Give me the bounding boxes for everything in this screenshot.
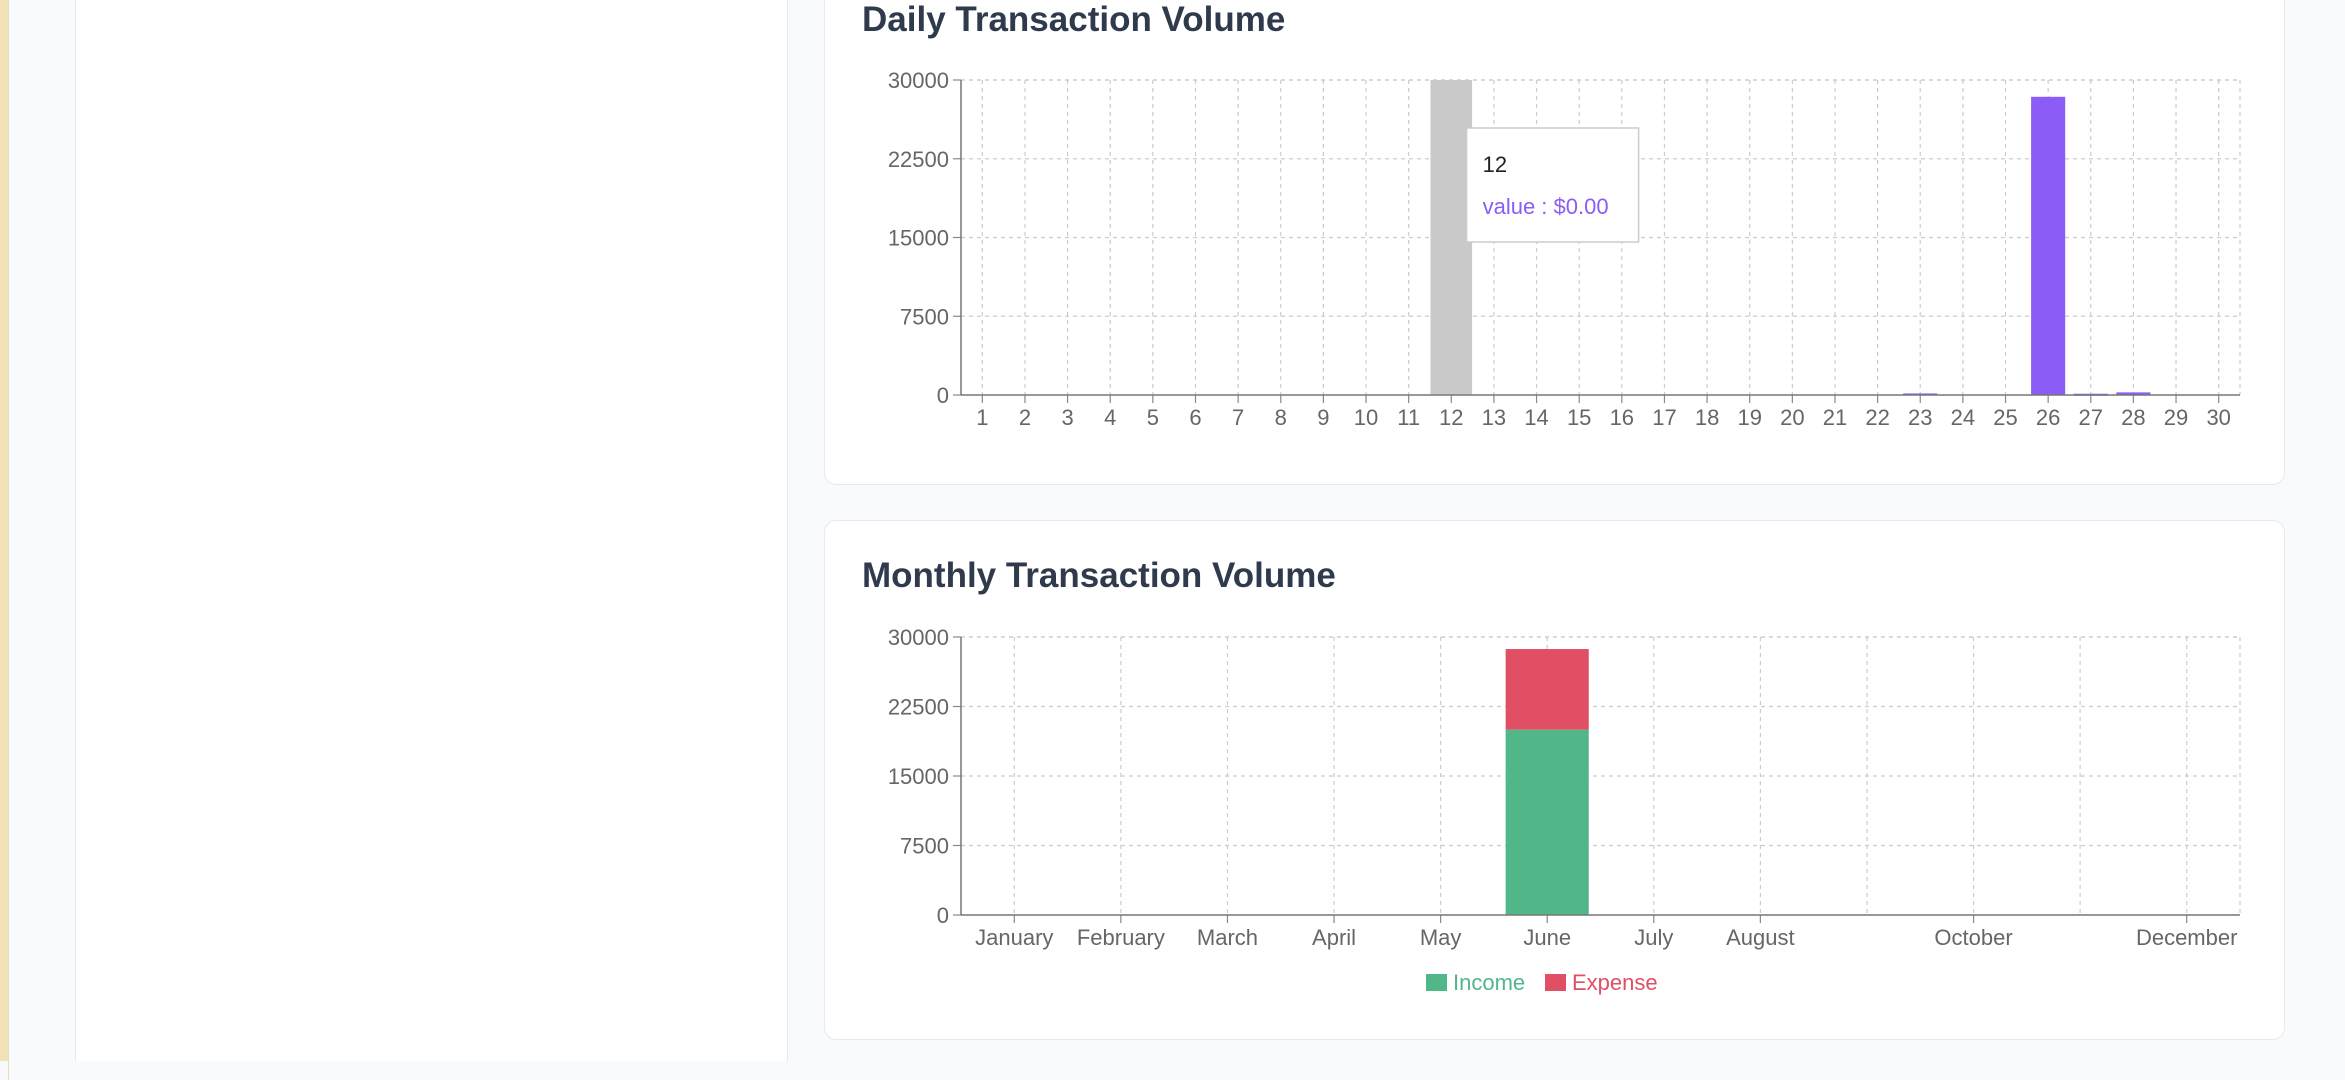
daily-x-tick-label: 16 — [1610, 405, 1634, 430]
daily-y-tick-label: 22500 — [888, 147, 949, 172]
monthly-bar-expense — [1505, 649, 1589, 730]
monthly-y-tick-label: 7500 — [900, 834, 949, 859]
monthly-bar-income — [1505, 729, 1589, 915]
daily-x-tick-label: 25 — [1993, 405, 2017, 430]
daily-x-tick-label: 24 — [1951, 405, 1975, 430]
daily-tooltip-label: 12 — [1483, 152, 1507, 177]
daily-x-tick-label: 6 — [1189, 405, 1201, 430]
daily-x-tick-label: 2 — [1019, 405, 1031, 430]
daily-x-tick-label: 19 — [1737, 405, 1761, 430]
monthly-volume-title: Monthly Transaction Volume — [862, 556, 1336, 595]
monthly-x-tick-label: April — [1312, 925, 1356, 950]
monthly-y-tick-label: 30000 — [888, 625, 949, 650]
daily-x-tick-label: 17 — [1652, 405, 1676, 430]
monthly-x-tick-label: October — [1934, 925, 2012, 950]
daily-y-tick-label: 30000 — [888, 68, 949, 93]
daily-x-tick-label: 11 — [1397, 405, 1420, 430]
daily-volume-card: Daily Transaction Volume 0 7500 15000 22500… — [824, 0, 2285, 485]
daily-x-tick-label: 20 — [1780, 405, 1804, 430]
daily-x-tick-label: 23 — [1908, 405, 1932, 430]
daily-x-tick-label: 1 — [976, 405, 988, 430]
daily-x-tick-label: 4 — [1104, 405, 1116, 430]
monthly-volume-chart: 0 7500 15000 22500 30000 January February March… — [888, 625, 2241, 995]
daily-x-tick-label: 21 — [1823, 405, 1847, 430]
monthly-y-tick-label: 0 — [937, 903, 949, 928]
daily-volume-title: Daily Transaction Volume — [862, 0, 1286, 39]
monthly-x-tick-label: December — [2136, 925, 2237, 950]
daily-x-tick-label: 10 — [1354, 405, 1378, 430]
sidebar-panel — [75, 0, 788, 1061]
daily-x-tick-label: 29 — [2164, 405, 2188, 430]
daily-x-tick-label: 13 — [1482, 405, 1506, 430]
monthly-x-tick-label: July — [1634, 925, 1673, 950]
daily-x-tick-label: 3 — [1061, 405, 1073, 430]
daily-hover-band — [1430, 80, 1473, 395]
daily-x-tick-label: 8 — [1275, 405, 1287, 430]
monthly-legend-swatch-expense — [1545, 974, 1566, 991]
daily-bar — [2116, 392, 2151, 395]
monthly-x-tick-label: May — [1420, 925, 1462, 950]
daily-x-tick-label: 18 — [1695, 405, 1719, 430]
monthly-legend-label-income: Income — [1453, 970, 1525, 995]
monthly-x-tick-label: February — [1077, 925, 1165, 950]
monthly-x-tick-label: June — [1523, 925, 1571, 950]
daily-x-tick-label: 14 — [1524, 405, 1548, 430]
daily-tooltip — [1465, 127, 1640, 243]
monthly-x-tick-label: January — [975, 925, 1053, 950]
daily-x-tick-label: 12 — [1439, 405, 1463, 430]
daily-x-tick-label: 5 — [1147, 405, 1159, 430]
daily-tooltip-value: value : $0.00 — [1483, 194, 1609, 219]
monthly-legend-swatch-income — [1426, 974, 1447, 991]
daily-x-tick-label: 27 — [2079, 405, 2103, 430]
daily-x-tick-label: 7 — [1232, 405, 1244, 430]
monthly-x-tick-label: August — [1726, 925, 1795, 950]
daily-x-tick-label: 22 — [1865, 405, 1889, 430]
monthly-y-tick-label: 15000 — [888, 764, 949, 789]
monthly-volume-card: Monthly Transaction Volume 0 7500 15000 225… — [824, 520, 2285, 1040]
daily-y-tick-label: 7500 — [900, 304, 949, 329]
daily-y-tick-label: 15000 — [888, 226, 949, 251]
daily-x-tick-label: 28 — [2121, 405, 2145, 430]
daily-x-tick-label: 26 — [2036, 405, 2060, 430]
daily-x-tick-label: 30 — [2206, 405, 2230, 430]
monthly-legend-label-expense: Expense — [1572, 970, 1658, 995]
daily-x-tick-label: 9 — [1317, 405, 1329, 430]
daily-bar — [2031, 96, 2066, 396]
daily-y-tick-label: 0 — [937, 383, 949, 408]
daily-x-tick-label: 15 — [1567, 405, 1591, 430]
monthly-x-tick-label: March — [1197, 925, 1258, 950]
monthly-y-tick-label: 22500 — [888, 695, 949, 720]
